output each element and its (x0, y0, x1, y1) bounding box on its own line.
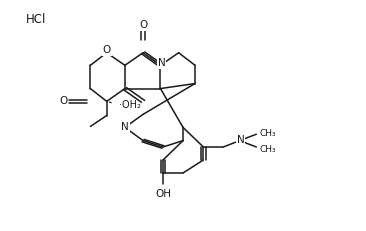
Text: CH₃: CH₃ (259, 145, 276, 154)
Text: CH₃: CH₃ (259, 129, 276, 138)
Text: HCl: HCl (26, 13, 46, 26)
Text: N: N (158, 58, 165, 68)
Text: O: O (102, 46, 111, 55)
Text: N: N (236, 135, 244, 145)
Text: ·OH₂: ·OH₂ (119, 100, 141, 109)
Text: N: N (121, 122, 129, 132)
Text: O: O (59, 96, 67, 106)
Text: O: O (139, 20, 147, 30)
Text: N: N (120, 122, 128, 132)
Text: OH: OH (155, 188, 171, 198)
